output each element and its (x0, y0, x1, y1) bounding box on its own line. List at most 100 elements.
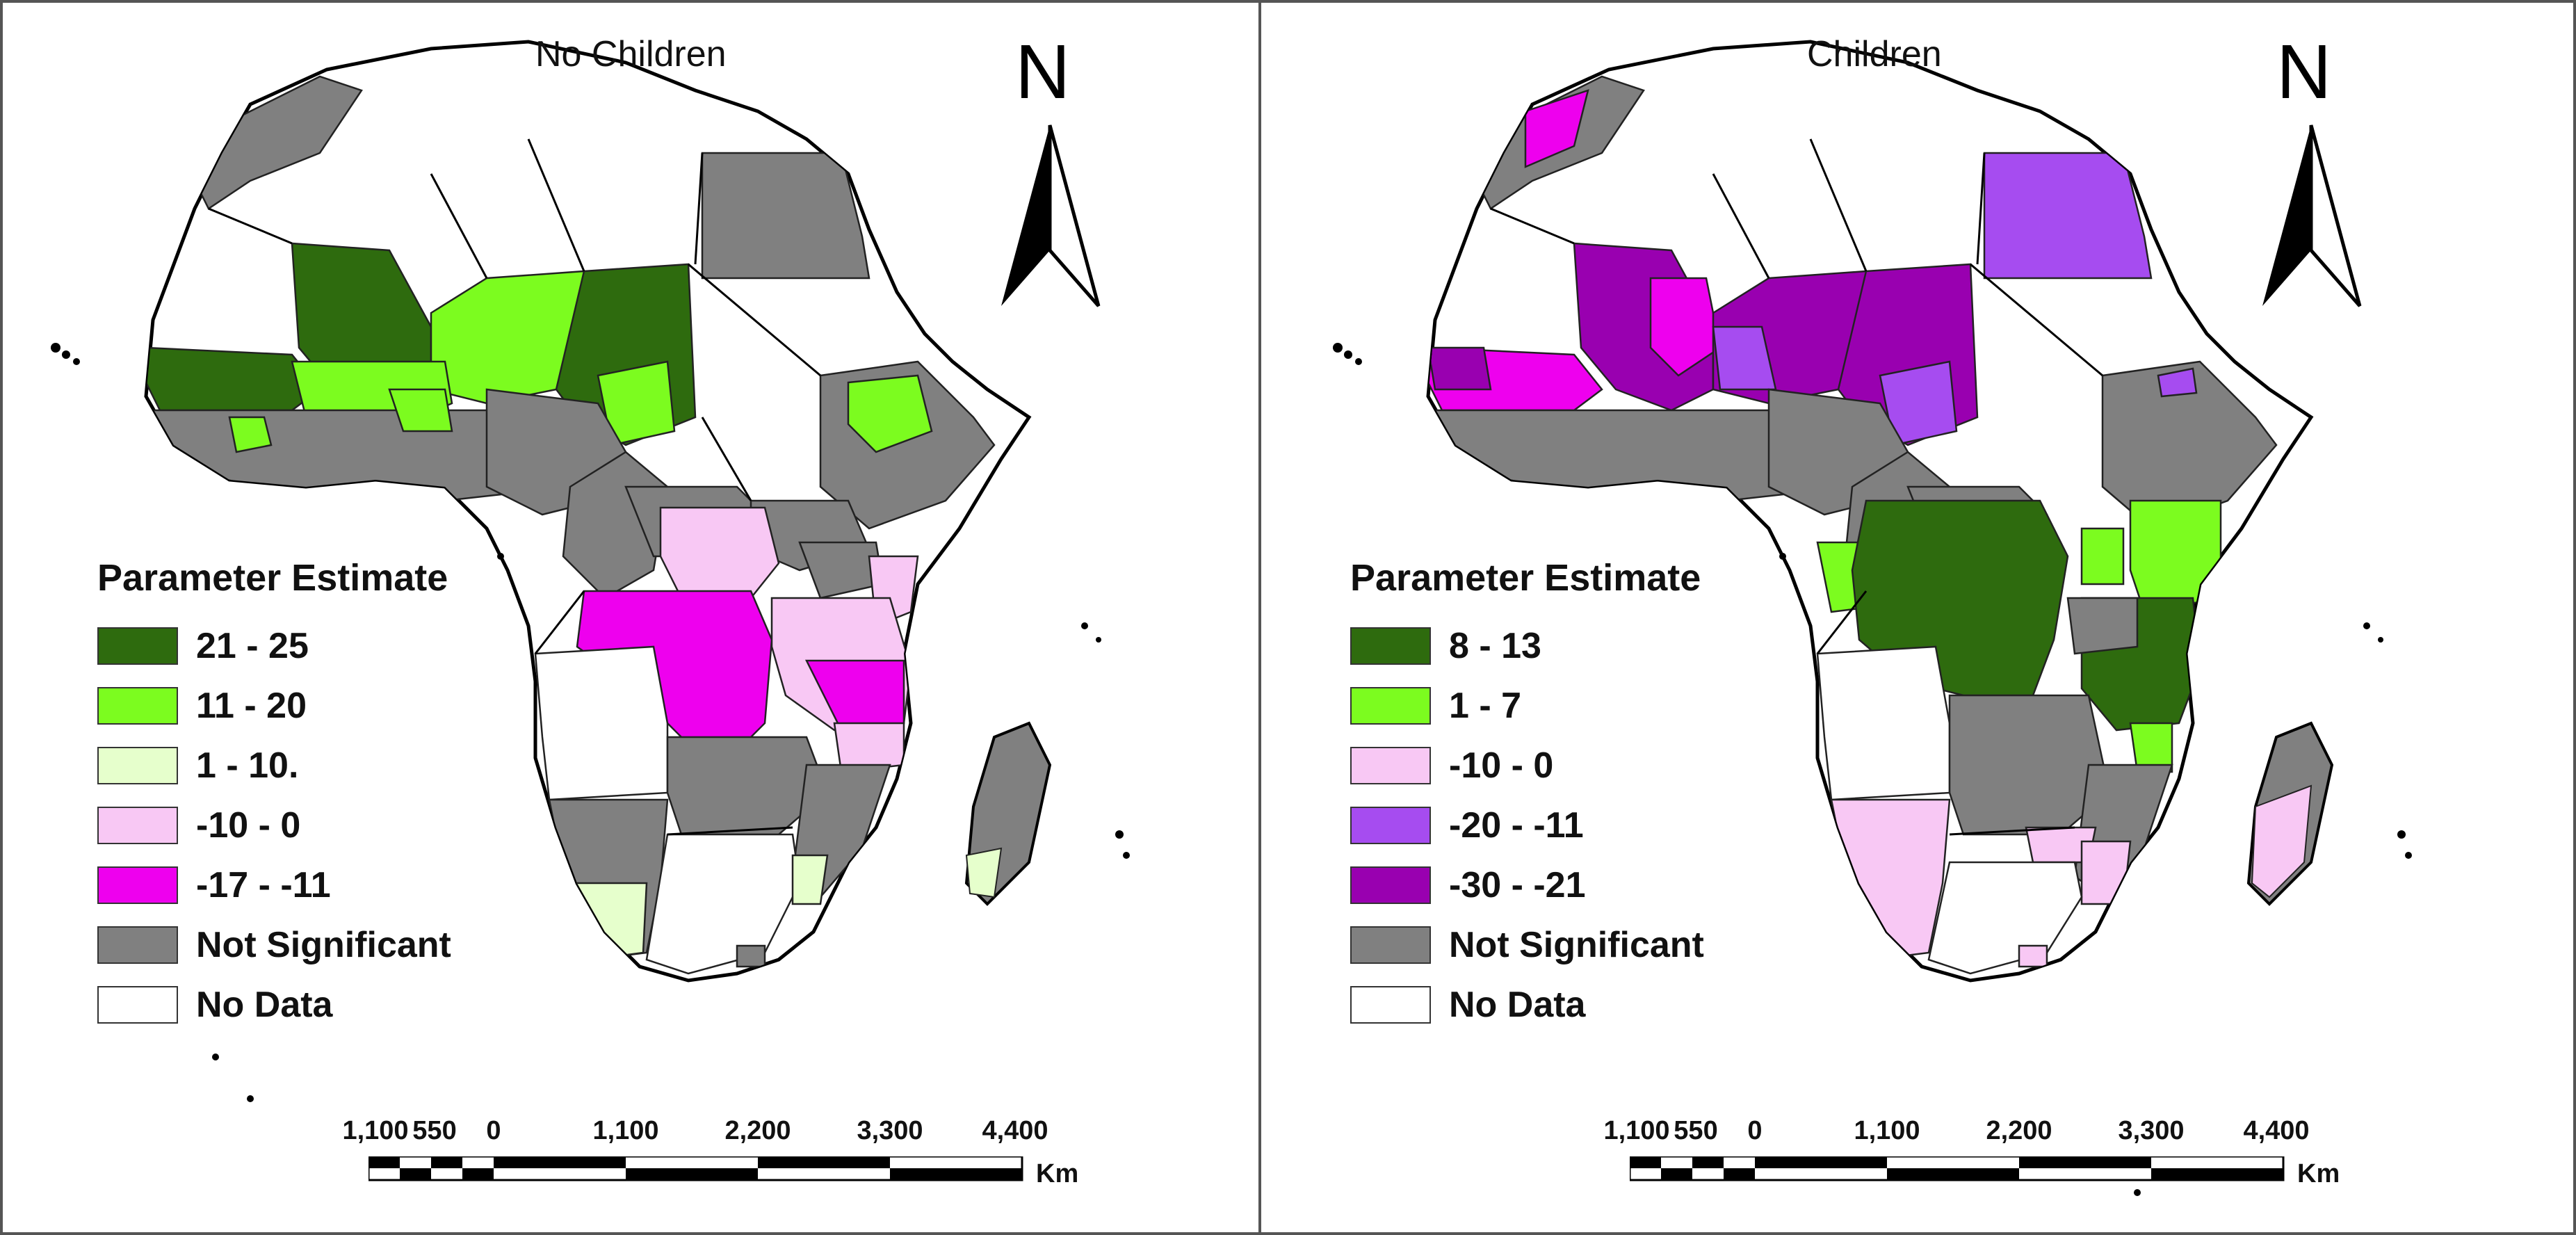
legend-label: 1 - 10. (196, 745, 299, 786)
legend-item: -17 - -11 (97, 855, 451, 915)
legend-item: -10 - 0 (97, 796, 451, 855)
scale-tick: 2,200 (1986, 1116, 2052, 1145)
legend-item: 21 - 25 (97, 616, 451, 676)
africa-map-children (1333, 40, 2412, 1196)
legend-label: -17 - -11 (196, 865, 331, 905)
region-eritrea-violet (2157, 367, 2198, 398)
region-kenya (2129, 499, 2222, 613)
legend-label: -20 - -11 (1449, 805, 1584, 846)
region-namibia-pale (569, 882, 648, 961)
region-tanzania-grey (2066, 597, 2139, 655)
legend-swatch (97, 687, 178, 725)
scale-unit: Km (1036, 1159, 1079, 1188)
panel-title: No Children (535, 34, 727, 74)
scale-bar-graphic (368, 1156, 1023, 1181)
region-morocco-magenta (1524, 89, 1589, 168)
legend-swatch (97, 926, 178, 964)
region-mozambique-pink (2080, 840, 2132, 905)
legend-label: No Data (196, 985, 333, 1025)
legend-label: Not Significant (196, 925, 451, 965)
region-angola (1816, 645, 1951, 801)
panel-title: Children (1807, 34, 1942, 74)
region-green-spots (228, 388, 453, 453)
legend-swatch (1350, 747, 1431, 784)
legend-label: -10 - 0 (196, 805, 301, 846)
legend-swatch (97, 986, 178, 1024)
legend-swatch (1350, 687, 1431, 725)
legend-item: 11 - 20 (97, 676, 451, 736)
map-panel-no-children: No Children N Parameter Estimate 21 - 25… (0, 0, 1258, 1235)
legend-swatch (97, 747, 178, 784)
scale-bar: 1,100 550 0 1,100 2,200 3,300 4,400 Km (1603, 1116, 2340, 1193)
legend-item: 1 - 10. (97, 736, 451, 796)
legend-swatch (97, 807, 178, 844)
region-egypt (1983, 152, 2153, 280)
legend-label: 11 - 20 (196, 686, 307, 726)
north-label: N (2276, 29, 2332, 115)
legend: Parameter Estimate 8 - 13 1 - 7 -10 - 0 … (1350, 556, 1704, 1035)
legend-item: 8 - 13 (1350, 616, 1704, 676)
scale-tick: 550 (1674, 1116, 1718, 1145)
map-panel-children: Children N Parameter Estimate 8 - 13 1 -… (1261, 0, 2573, 1235)
region-uganda (2080, 527, 2125, 586)
legend-item: -30 - -21 (1350, 855, 1704, 915)
panel-divider (1258, 0, 1261, 1235)
scale-tick: 550 (412, 1116, 457, 1145)
scale-unit: Km (2297, 1159, 2340, 1188)
scale-tick: 3,300 (857, 1116, 923, 1145)
scale-tick: 4,400 (982, 1116, 1048, 1145)
legend-title: Parameter Estimate (97, 557, 448, 599)
legend-swatch (97, 866, 178, 904)
scale-tick: 1,100 (342, 1116, 409, 1145)
region-mali-magenta (1649, 277, 1722, 377)
region-drc-north-pink (659, 506, 780, 599)
scale-tick: 2,200 (724, 1116, 791, 1145)
scale-tick: 1,100 (592, 1116, 659, 1145)
north-arrow-icon (1001, 124, 1101, 307)
north-arrow: N (2249, 28, 2374, 320)
region-ethiopia-green (847, 374, 933, 453)
region-madagascar-pale (965, 847, 1003, 898)
scale-bar: 1,100 550 0 1,100 2,200 3,300 4,400 Km (342, 1116, 1078, 1193)
region-lesotho (736, 944, 766, 968)
legend-label: -30 - -21 (1449, 865, 1586, 905)
legend-swatch (1350, 986, 1431, 1024)
scale-tick: 4,400 (2243, 1116, 2310, 1145)
africa-map-no-children (51, 40, 1130, 1102)
legend-label: 8 - 13 (1449, 626, 1541, 666)
scale-tick: 0 (486, 1116, 501, 1145)
legend-label: No Data (1449, 985, 1586, 1025)
scale-tick: 1,100 (1603, 1116, 1670, 1145)
legend-item: Not Significant (97, 915, 451, 975)
north-arrow-icon (2262, 124, 2362, 307)
scale-tick: 3,300 (2118, 1116, 2185, 1145)
legend: Parameter Estimate 21 - 25 11 - 20 1 - 1… (97, 556, 451, 1035)
legend-label: -10 - 0 (1449, 745, 1554, 786)
region-angola (534, 645, 669, 801)
north-arrow: N (987, 28, 1112, 320)
scale-tick: 0 (1747, 1116, 1763, 1145)
legend-item: No Data (97, 975, 451, 1035)
region-egypt (701, 152, 870, 280)
legend-label: 1 - 7 (1449, 686, 1522, 726)
legend-swatch (1350, 866, 1431, 904)
legend-item: Not Significant (1350, 915, 1704, 975)
legend-swatch (1350, 627, 1431, 665)
scale-bar-graphic (1630, 1156, 2285, 1181)
legend-label: Not Significant (1449, 925, 1704, 965)
legend-title: Parameter Estimate (1350, 557, 1701, 599)
north-label: N (1015, 29, 1071, 115)
region-lesotho (2018, 944, 2048, 968)
scale-tick: 1,100 (1854, 1116, 1920, 1145)
legend-item: No Data (1350, 975, 1704, 1035)
legend-item: -20 - -11 (1350, 796, 1704, 855)
legend-swatch (1350, 926, 1431, 964)
legend-label: 21 - 25 (196, 626, 309, 666)
legend-item: -10 - 0 (1350, 736, 1704, 796)
region-ethiopia (2101, 360, 2278, 530)
legend-item: 1 - 7 (1350, 676, 1704, 736)
legend-swatch (97, 627, 178, 665)
region-senegal-dark (1428, 346, 1492, 391)
region-madagascar-pink (2251, 784, 2312, 898)
region-mozambique-south-pale (791, 854, 829, 905)
